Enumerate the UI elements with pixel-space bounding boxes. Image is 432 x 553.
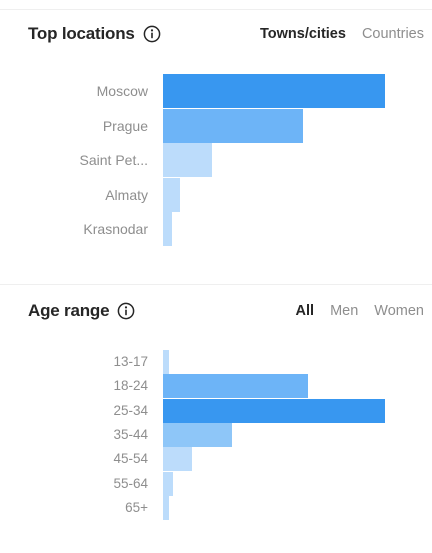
section-divider [0,284,432,285]
bar [163,74,385,108]
bar-label: Prague [102,117,148,134]
tab-countries[interactable]: Countries [361,26,424,42]
bar [163,350,169,374]
locations-title: Top locations [28,24,135,43]
locations-header: Top locations [28,24,161,44]
tab-towns-cities[interactable]: Towns/cities [259,26,346,42]
tab-all[interactable]: All [295,303,315,319]
age-row: 35-44 [0,422,432,447]
age-row: 65+ [0,495,432,520]
bar-label: 65+ [125,499,148,515]
tab-women[interactable]: Women [374,303,424,319]
bar [163,447,192,472]
age-header: Age range [28,301,135,321]
age-row: 45-54 [0,447,432,472]
location-row: Prague [0,108,432,143]
bar-label: 45-54 [113,451,148,467]
age-row: 13-17 [0,350,432,374]
tab-men[interactable]: Men [330,303,359,319]
age-tabs: All Men Women [296,303,424,319]
bar [163,422,232,447]
locations-tabs: Towns/cities Countries [260,26,424,42]
location-row: Krasnodar [0,212,432,246]
bar-label: Almaty [105,186,148,203]
bar-label: 25-34 [113,402,148,418]
bar [163,398,385,423]
bar-label: 18-24 [113,378,148,394]
bar [163,495,169,520]
location-row: Saint Pet... [0,143,432,177]
bar-label: Krasnodar [83,221,148,237]
bar [163,471,173,496]
bar [163,108,303,143]
bar [163,177,180,212]
age-title: Age range [28,301,110,320]
bar [163,143,212,177]
age-row: 55-64 [0,471,432,496]
top-divider [0,9,432,10]
location-row: Moscow [0,74,432,108]
bar-label: Saint Pet... [79,152,148,168]
bar-label: Moscow [96,83,148,99]
info-icon[interactable] [143,25,161,43]
location-row: Almaty [0,177,432,212]
age-row: 18-24 [0,374,432,399]
bar-label: 35-44 [113,426,148,442]
bar-label: 55-64 [113,475,148,491]
bar [163,374,308,399]
bar-label: 13-17 [113,354,148,369]
age-row: 25-34 [0,398,432,423]
info-icon[interactable] [117,302,135,320]
bar [163,212,172,246]
